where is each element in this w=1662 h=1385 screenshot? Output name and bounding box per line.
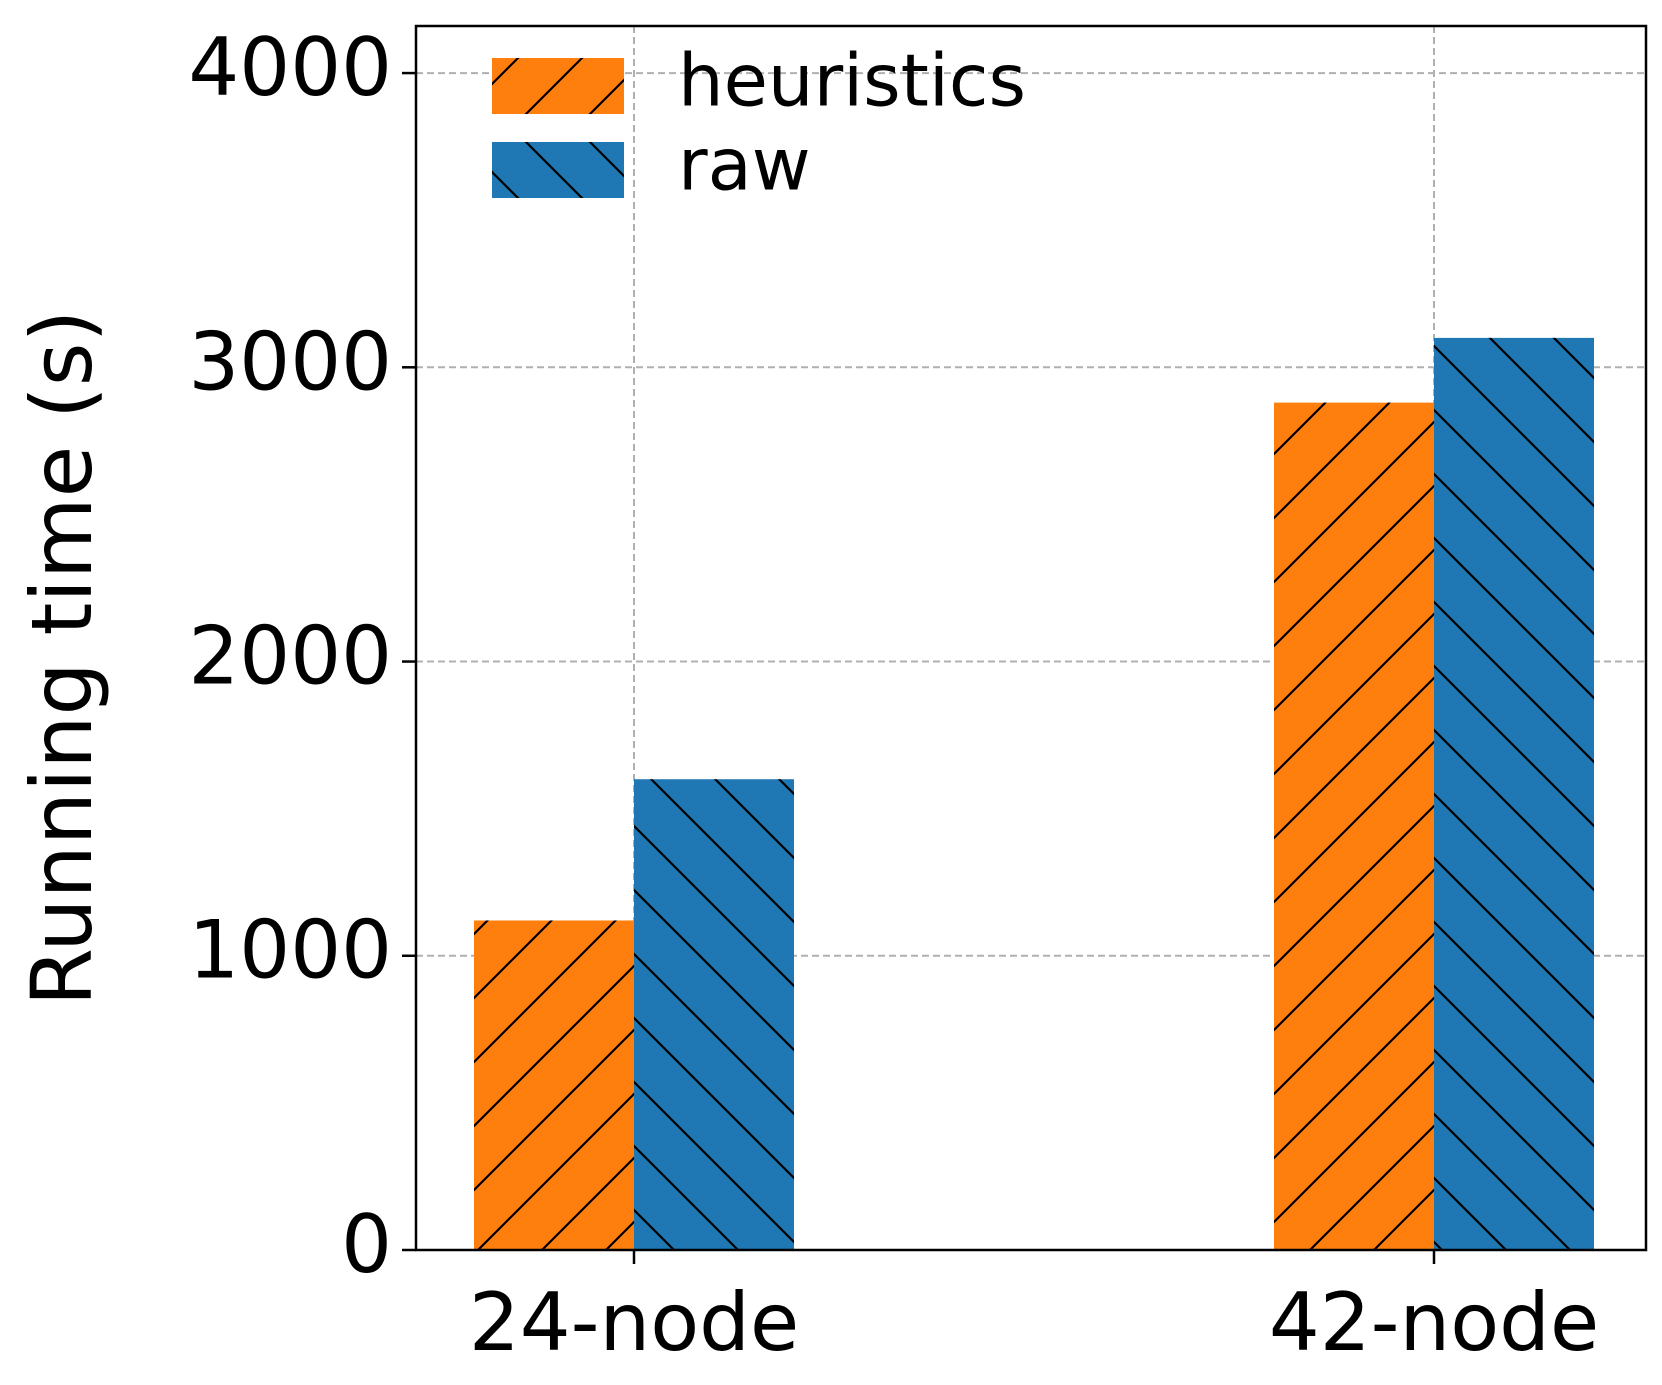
- plot-frame: [414, 24, 1648, 1252]
- y-tick-label: 0: [341, 1198, 392, 1291]
- y-axis-ticks: 0 1000 2000 3000 4000: [188, 21, 416, 1291]
- y-tick-label: 3000: [188, 315, 392, 408]
- bar-heuristics-42-node: [1274, 402, 1434, 1251]
- legend-swatch: [492, 142, 624, 198]
- x-tick-label: 24-node: [469, 1276, 799, 1369]
- legend-item-raw: raw: [492, 123, 811, 207]
- y-axis-label: Running time (s): [13, 310, 111, 1007]
- legend-swatch: [492, 58, 624, 114]
- x-axis-ticks: 24-node 42-node: [469, 1250, 1599, 1369]
- bar-raw-24-node: [634, 779, 794, 1250]
- legend-label: raw: [678, 123, 811, 207]
- legend-item-heuristics: heuristics: [492, 39, 1026, 123]
- bar-heuristics-24-node: [474, 920, 634, 1250]
- legend-label: heuristics: [678, 39, 1026, 123]
- y-tick-label: 4000: [188, 21, 392, 114]
- bars: [474, 337, 1594, 1251]
- y-tick-label: 2000: [188, 610, 392, 703]
- bar-raw-42-node: [1434, 337, 1594, 1250]
- y-tick-label: 1000: [188, 904, 392, 997]
- x-tick-label: 42-node: [1269, 1276, 1599, 1369]
